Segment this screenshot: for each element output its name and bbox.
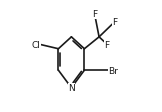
Text: Br: Br (108, 66, 118, 75)
Text: N: N (68, 83, 75, 92)
Text: Cl: Cl (32, 40, 41, 49)
Text: F: F (104, 40, 110, 49)
Text: F: F (92, 10, 97, 19)
Text: F: F (112, 18, 117, 27)
